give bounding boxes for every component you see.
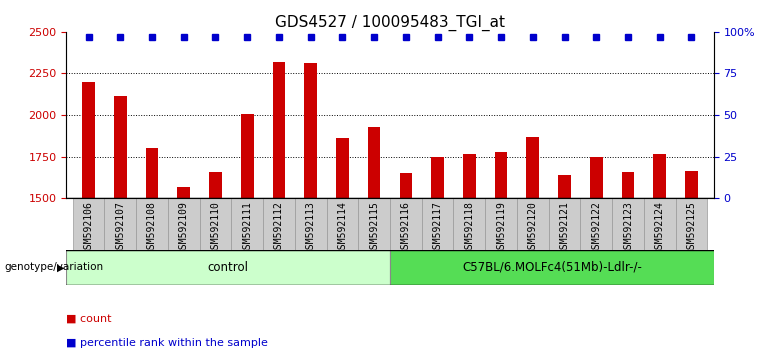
Bar: [241, 114, 254, 354]
Bar: [114, 96, 126, 354]
Bar: [146, 148, 158, 354]
Bar: [136, 198, 168, 264]
Bar: [463, 154, 476, 354]
Bar: [654, 154, 666, 354]
Bar: [390, 250, 714, 285]
Bar: [272, 62, 285, 354]
Bar: [209, 172, 222, 354]
Bar: [304, 63, 317, 354]
Text: ■ percentile rank within the sample: ■ percentile rank within the sample: [66, 338, 268, 348]
Text: ▶: ▶: [57, 262, 65, 272]
Bar: [336, 137, 349, 354]
Bar: [526, 137, 539, 354]
Bar: [177, 187, 190, 354]
Bar: [622, 172, 634, 354]
Bar: [495, 153, 508, 354]
Bar: [66, 250, 390, 285]
Title: GDS4527 / 100095483_TGI_at: GDS4527 / 100095483_TGI_at: [275, 14, 505, 30]
Bar: [263, 198, 295, 264]
Bar: [453, 198, 485, 264]
Bar: [390, 198, 422, 264]
Bar: [517, 198, 548, 264]
Bar: [675, 198, 707, 264]
Bar: [558, 175, 571, 354]
Bar: [580, 198, 612, 264]
Bar: [358, 198, 390, 264]
Bar: [82, 82, 95, 354]
Bar: [200, 198, 232, 264]
Bar: [399, 173, 412, 354]
Bar: [422, 198, 453, 264]
Text: genotype/variation: genotype/variation: [4, 262, 103, 272]
Bar: [168, 198, 200, 264]
Bar: [431, 158, 444, 354]
Text: ■ count: ■ count: [66, 314, 112, 324]
Text: C57BL/6.MOLFc4(51Mb)-Ldlr-/-: C57BL/6.MOLFc4(51Mb)-Ldlr-/-: [462, 261, 642, 274]
Bar: [485, 198, 517, 264]
Bar: [232, 198, 263, 264]
Bar: [73, 198, 105, 264]
Bar: [368, 127, 381, 354]
Bar: [548, 198, 580, 264]
Text: control: control: [207, 261, 249, 274]
Bar: [644, 198, 675, 264]
Bar: [685, 171, 698, 354]
Bar: [105, 198, 136, 264]
Bar: [295, 198, 327, 264]
Bar: [590, 158, 603, 354]
Bar: [327, 198, 358, 264]
Bar: [612, 198, 644, 264]
